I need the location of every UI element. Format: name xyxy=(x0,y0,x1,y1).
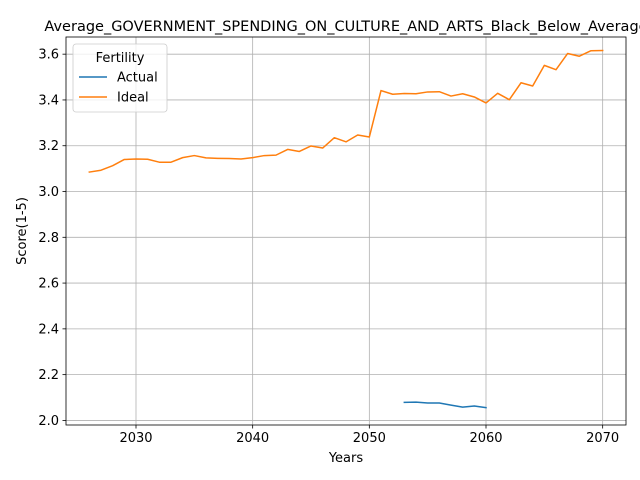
x-axis-label: Years xyxy=(328,451,364,466)
x-tick-label: 2040 xyxy=(236,431,269,446)
series-line-actual xyxy=(403,401,487,409)
x-tick-label: 2060 xyxy=(469,431,502,446)
y-tick-label: 2.6 xyxy=(38,277,59,292)
legend: Fertility Actual Ideal xyxy=(72,43,168,113)
y-tick-label: 2.4 xyxy=(38,322,59,337)
x-axis-ticks: 2030 2040 2050 2060 2070 xyxy=(119,425,619,446)
series-line-ideal xyxy=(88,49,604,173)
series-lines xyxy=(88,49,604,409)
y-tick-label: 2.8 xyxy=(38,231,59,246)
y-tick-label: 3.2 xyxy=(38,139,59,154)
y-axis-label: Score(1-5) xyxy=(15,197,30,265)
legend-title: Fertility xyxy=(96,51,145,66)
legend-label-actual: Actual xyxy=(117,71,158,86)
legend-frame xyxy=(72,43,168,113)
legend-label-ideal: Ideal xyxy=(117,91,149,106)
y-tick-label: 3.4 xyxy=(38,93,59,108)
x-tick-label: 2050 xyxy=(353,431,386,446)
y-tick-label: 3.6 xyxy=(38,48,59,63)
y-tick-label: 2.0 xyxy=(38,414,59,429)
y-tick-label: 2.2 xyxy=(38,368,59,383)
chart-title: Average_GOVERNMENT_SPENDING_ON_CULTURE_A… xyxy=(44,19,640,35)
y-tick-label: 3.0 xyxy=(38,185,59,200)
x-tick-label: 2030 xyxy=(119,431,152,446)
y-axis-ticks: 2.0 2.2 2.4 2.6 2.8 3.0 3.2 3.4 3.6 xyxy=(38,48,66,429)
x-tick-label: 2070 xyxy=(586,431,619,446)
legend-items: Actual Ideal xyxy=(79,71,158,106)
plot-frame xyxy=(65,36,627,426)
